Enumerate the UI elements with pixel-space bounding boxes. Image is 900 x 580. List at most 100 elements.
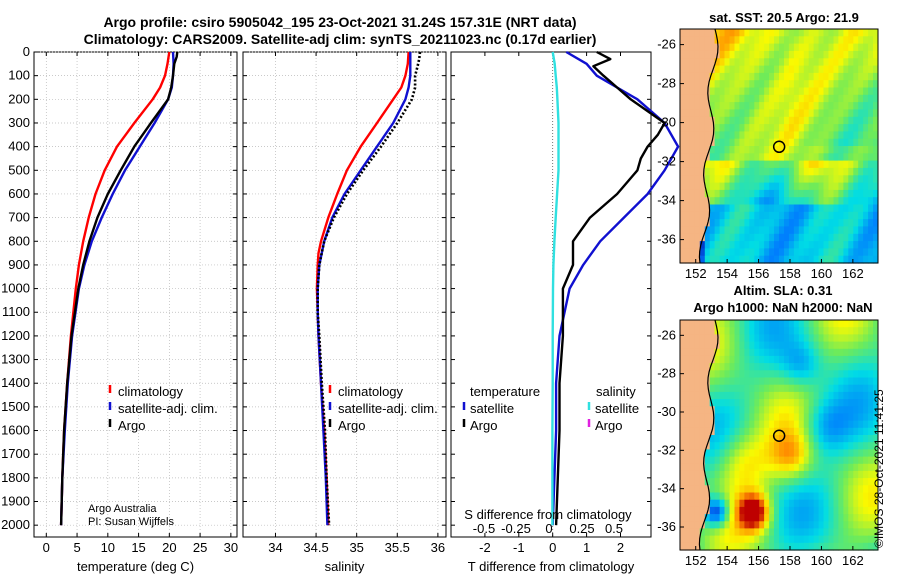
map-cell (788, 542, 795, 551)
map-cell (704, 138, 711, 147)
map-cell (749, 124, 755, 132)
map-cell (808, 65, 815, 74)
map-cell (843, 334, 849, 343)
map-cell (739, 485, 745, 494)
map-cell (818, 109, 825, 118)
map-cell (784, 182, 790, 191)
map-cell (863, 370, 869, 379)
map-cell (749, 50, 755, 59)
map-cell (724, 226, 730, 235)
map-cell (863, 65, 869, 74)
map-cell (828, 377, 834, 386)
map-cell (788, 189, 795, 198)
map-cell (764, 138, 770, 147)
map-cell (803, 370, 810, 379)
map-cell (694, 492, 701, 501)
map-cell (828, 391, 834, 400)
map-cell (853, 160, 859, 169)
map-cell (729, 377, 735, 386)
map-cell (843, 492, 849, 501)
map-cell (793, 391, 800, 400)
map-cell (729, 499, 735, 508)
map-cell (873, 514, 879, 522)
map-cell (749, 80, 755, 89)
map-cell (823, 87, 829, 96)
map-cell (764, 506, 770, 515)
map-cell (823, 384, 829, 393)
map-cell (808, 219, 815, 227)
map-cell (798, 492, 805, 501)
map-cell (724, 124, 730, 132)
map-cell (803, 138, 810, 147)
map-cell (709, 435, 716, 443)
map-cell (734, 327, 740, 335)
map-cell (798, 327, 805, 335)
map-cell (833, 65, 839, 74)
map-cell (680, 182, 686, 191)
map-cell (813, 470, 820, 479)
map-cell (784, 456, 790, 465)
map-cell (749, 456, 755, 465)
map-cell (813, 341, 820, 350)
map-cell (680, 102, 686, 110)
map-cell (709, 492, 716, 501)
map-cell (828, 94, 834, 103)
map-cell (784, 87, 790, 96)
map-cell (764, 175, 770, 184)
map-cell (714, 449, 721, 458)
map-cell (764, 320, 770, 328)
map-cell (873, 58, 879, 67)
map-cell (719, 58, 726, 67)
map-cell (828, 542, 834, 551)
map-cell (729, 370, 735, 379)
map-cell (873, 43, 879, 52)
map-cell (754, 542, 760, 551)
map-cell (759, 167, 765, 176)
map-cell (843, 87, 849, 96)
map-cell (858, 327, 864, 335)
map-cell (694, 182, 701, 191)
map-cell (769, 320, 775, 328)
map-cell (853, 355, 859, 364)
map-cell (813, 167, 820, 176)
map-cell (729, 535, 735, 544)
map-cell (694, 514, 701, 522)
map-cell (818, 435, 825, 443)
map-cell (759, 327, 765, 335)
map-cell (868, 492, 874, 501)
map-cell (729, 204, 735, 213)
map-cell (729, 102, 735, 110)
map-cell (828, 226, 834, 235)
map-cell (759, 341, 765, 350)
map-cell (863, 219, 869, 227)
map-cell (719, 248, 726, 257)
map-cell (853, 255, 859, 264)
map-cell (803, 391, 810, 400)
map-cell (798, 463, 805, 472)
map-cell (808, 116, 815, 125)
map-cell (843, 463, 849, 472)
map-cell (754, 116, 760, 125)
map-cell (744, 43, 750, 52)
map-cell (793, 384, 800, 393)
map-cell (685, 334, 691, 343)
map-cell (784, 80, 790, 89)
map-cell (769, 370, 775, 379)
map-cell (704, 485, 711, 494)
map-cell (744, 167, 750, 176)
map-cell (848, 36, 854, 45)
map-cell (689, 182, 696, 191)
map-cell (803, 124, 810, 132)
x-tick-label-temperature: 10 (101, 540, 115, 555)
map-frame (679, 319, 879, 551)
map-cell (798, 485, 805, 494)
map-cell (813, 36, 820, 45)
map-cell (719, 370, 726, 379)
map-cell (714, 492, 721, 501)
map-cell (699, 116, 706, 125)
map-cell (759, 506, 765, 515)
map-cell (788, 363, 795, 371)
map-cell (764, 492, 770, 501)
map-cell (714, 370, 721, 379)
map-x-tick-label: 154 (716, 553, 738, 568)
